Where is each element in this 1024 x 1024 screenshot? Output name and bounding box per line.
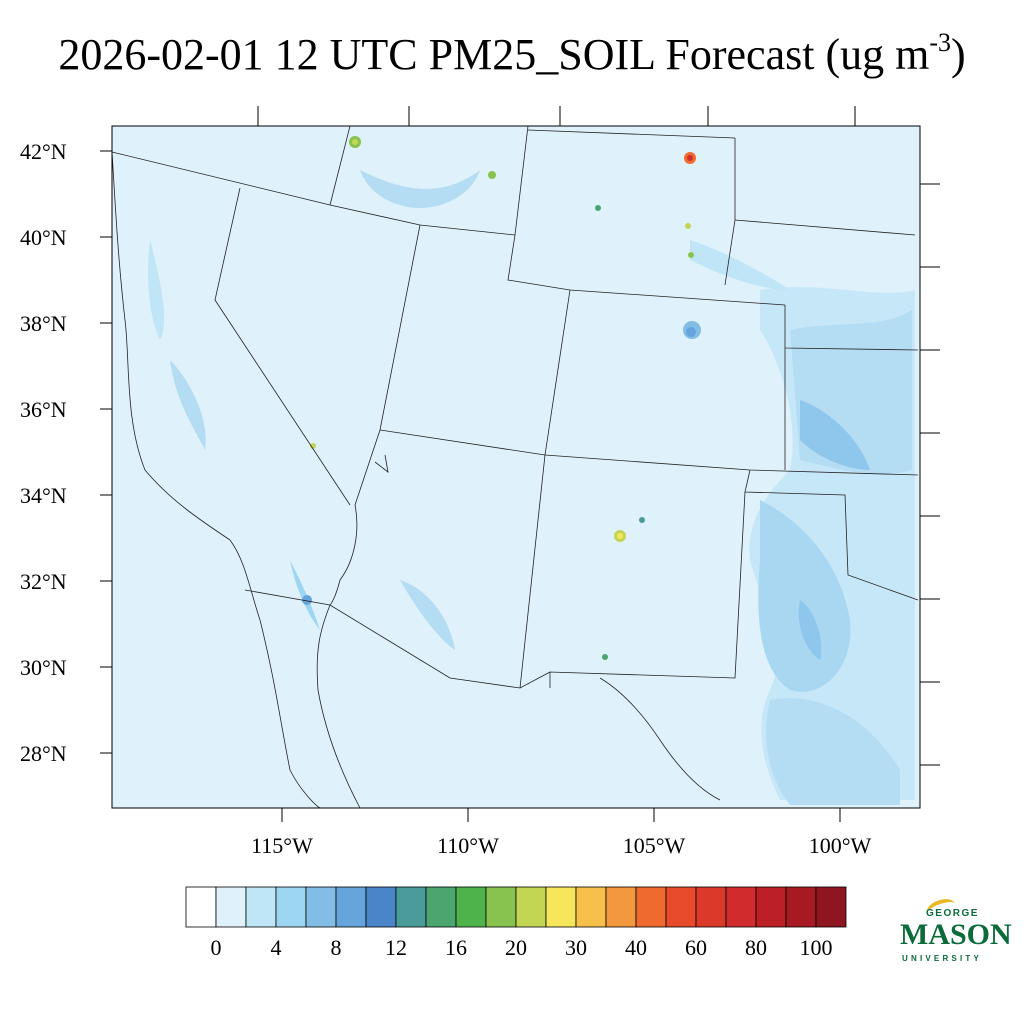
boundaries <box>111 125 919 809</box>
logo-line-mason: MASON <box>900 918 1012 951</box>
colorbar-swatch <box>545 886 577 928</box>
lon-label-105: 105°W <box>623 833 686 858</box>
lon-label-110: 110°W <box>437 833 499 858</box>
longitude-axis: 115°W 110°W 105°W 100°W <box>251 808 872 858</box>
lat-label-34: 34°N <box>20 483 67 508</box>
colorbar-swatch <box>275 886 307 928</box>
colorbar-tick-label: 0 <box>211 935 222 960</box>
lat-label-30: 30°N <box>20 655 67 680</box>
colorbar-swatch <box>365 886 397 928</box>
right-ticks <box>920 183 940 766</box>
colorbar-swatch <box>635 886 667 928</box>
colorbar-tick-label: 8 <box>331 935 342 960</box>
colorbar-swatch <box>335 886 367 928</box>
lat-label-38: 38°N <box>20 311 67 336</box>
lon-label-115: 115°W <box>251 833 313 858</box>
lat-label-28: 28°N <box>20 741 67 766</box>
colorbar-tick-label: 4 <box>271 935 282 960</box>
colorbar-swatch <box>605 886 637 928</box>
latitude-axis: 42°N 40°N 38°N 36°N 34°N 32°N 30°N 28°N <box>20 139 112 766</box>
colorbar-swatch <box>575 886 607 928</box>
colorbar-tick-label: 16 <box>445 935 467 960</box>
colorbar-tick-label: 80 <box>745 935 767 960</box>
lat-label-36: 36°N <box>20 397 67 422</box>
concentration-fields <box>148 170 915 805</box>
lon-label-100: 100°W <box>809 833 872 858</box>
gmu-logo: GEORGE MASON UNIVERSITY <box>896 895 1012 970</box>
logo-line-george: GEORGE <box>926 908 979 919</box>
colorbar-swatch <box>245 886 277 928</box>
logo-line-university: UNIVERSITY <box>902 954 983 963</box>
colorbar-swatch <box>485 886 517 928</box>
lat-label-42: 42°N <box>20 139 67 164</box>
colorbar-tick-label: 100 <box>800 935 833 960</box>
colorbar-swatch <box>185 886 217 928</box>
lat-label-32: 32°N <box>20 569 67 594</box>
colorbar-swatch <box>425 886 457 928</box>
hotspot-markers <box>302 136 701 660</box>
colorbar-swatch <box>455 886 487 928</box>
colorbar-tick-label: 40 <box>625 935 647 960</box>
colorbar-swatch <box>785 886 817 928</box>
map-frame <box>111 125 921 809</box>
colorbar-swatch <box>305 886 337 928</box>
map-title: 2026-02-01 12 UTC PM25_SOIL Forecast (ug… <box>58 28 966 79</box>
top-ticks <box>257 106 856 126</box>
colorbar-swatch <box>755 886 787 928</box>
colorbar-tick-label: 20 <box>505 935 527 960</box>
colorbar-swatch <box>395 886 427 928</box>
colorbar-swatch <box>695 886 727 928</box>
colorbar-swatch <box>215 886 247 928</box>
colorbar-tick-label: 12 <box>385 935 407 960</box>
colorbar-tick-label: 30 <box>565 935 587 960</box>
colorbar-swatch <box>815 886 847 928</box>
lat-label-40: 40°N <box>20 225 67 250</box>
colorbar-swatch <box>725 886 757 928</box>
colorbar: 0 4 8 12 16 20 30 40 60 80 100 <box>185 886 847 960</box>
colorbar-swatch <box>515 886 547 928</box>
colorbar-tick-label: 60 <box>685 935 707 960</box>
colorbar-swatch <box>665 886 697 928</box>
